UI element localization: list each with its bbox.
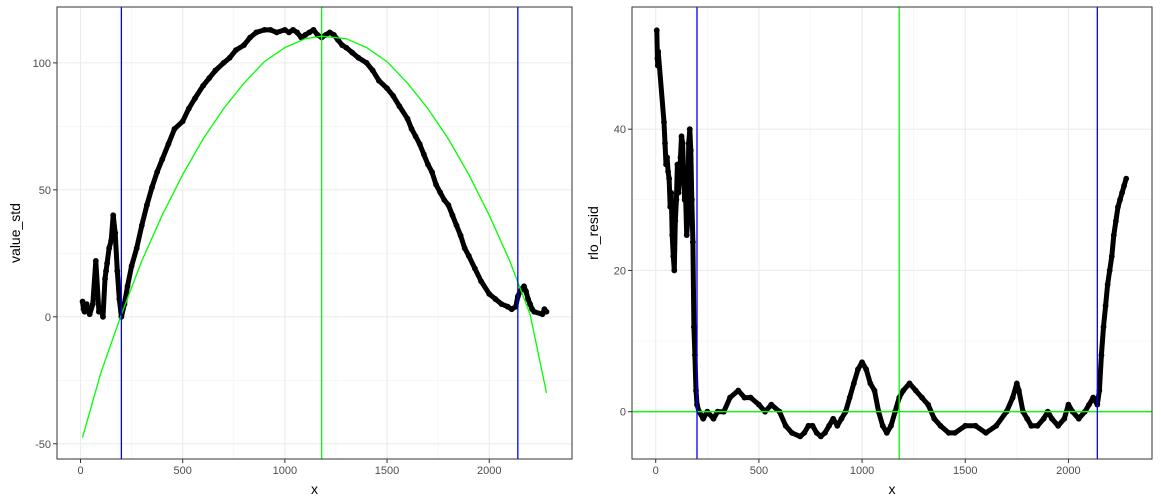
x-tick-label: 1000 bbox=[273, 465, 297, 477]
x-axis-title: x bbox=[311, 481, 318, 497]
y-tick-label: 100 bbox=[33, 58, 51, 70]
y-tick-label: -50 bbox=[35, 439, 51, 451]
x-tick-label: 1500 bbox=[375, 465, 399, 477]
y-tick-label: 0 bbox=[45, 312, 51, 324]
plot-data-layer bbox=[79, 7, 550, 459]
panel-border bbox=[631, 6, 1153, 460]
left-chart: 0 500 1000 1500 2000 -50 0 50 100 x value_std bbox=[7, 6, 573, 497]
y-tick-label: 20 bbox=[614, 265, 626, 277]
y-tick-label: 0 bbox=[620, 407, 626, 419]
plot-background bbox=[57, 7, 572, 459]
panel-border bbox=[56, 6, 573, 460]
plot-background bbox=[632, 7, 1152, 459]
right-chart: 0 500 1000 1500 2000 0 20 40 x rlo_resid bbox=[585, 6, 1153, 497]
data-point-band bbox=[654, 27, 1129, 439]
x-tick-label: 1000 bbox=[850, 465, 874, 477]
y-tick-label: 40 bbox=[614, 124, 626, 136]
x-tick-label: 500 bbox=[750, 465, 768, 477]
plot-data-layer bbox=[632, 7, 1152, 459]
x-axis-title: x bbox=[889, 481, 896, 497]
y-tick-label: 50 bbox=[39, 185, 51, 197]
x-tick-label: 0 bbox=[653, 465, 659, 477]
y-axis-title: value_std bbox=[7, 203, 23, 263]
x-tick-label: 0 bbox=[77, 465, 83, 477]
y-axis-title: rlo_resid bbox=[585, 206, 601, 260]
fitted-curve bbox=[81, 35, 548, 438]
x-tick-label: 2000 bbox=[477, 465, 501, 477]
x-tick-label: 1500 bbox=[953, 465, 977, 477]
data-point-band bbox=[80, 27, 549, 320]
x-tick-label: 2000 bbox=[1056, 465, 1080, 477]
x-tick-label: 500 bbox=[174, 465, 192, 477]
